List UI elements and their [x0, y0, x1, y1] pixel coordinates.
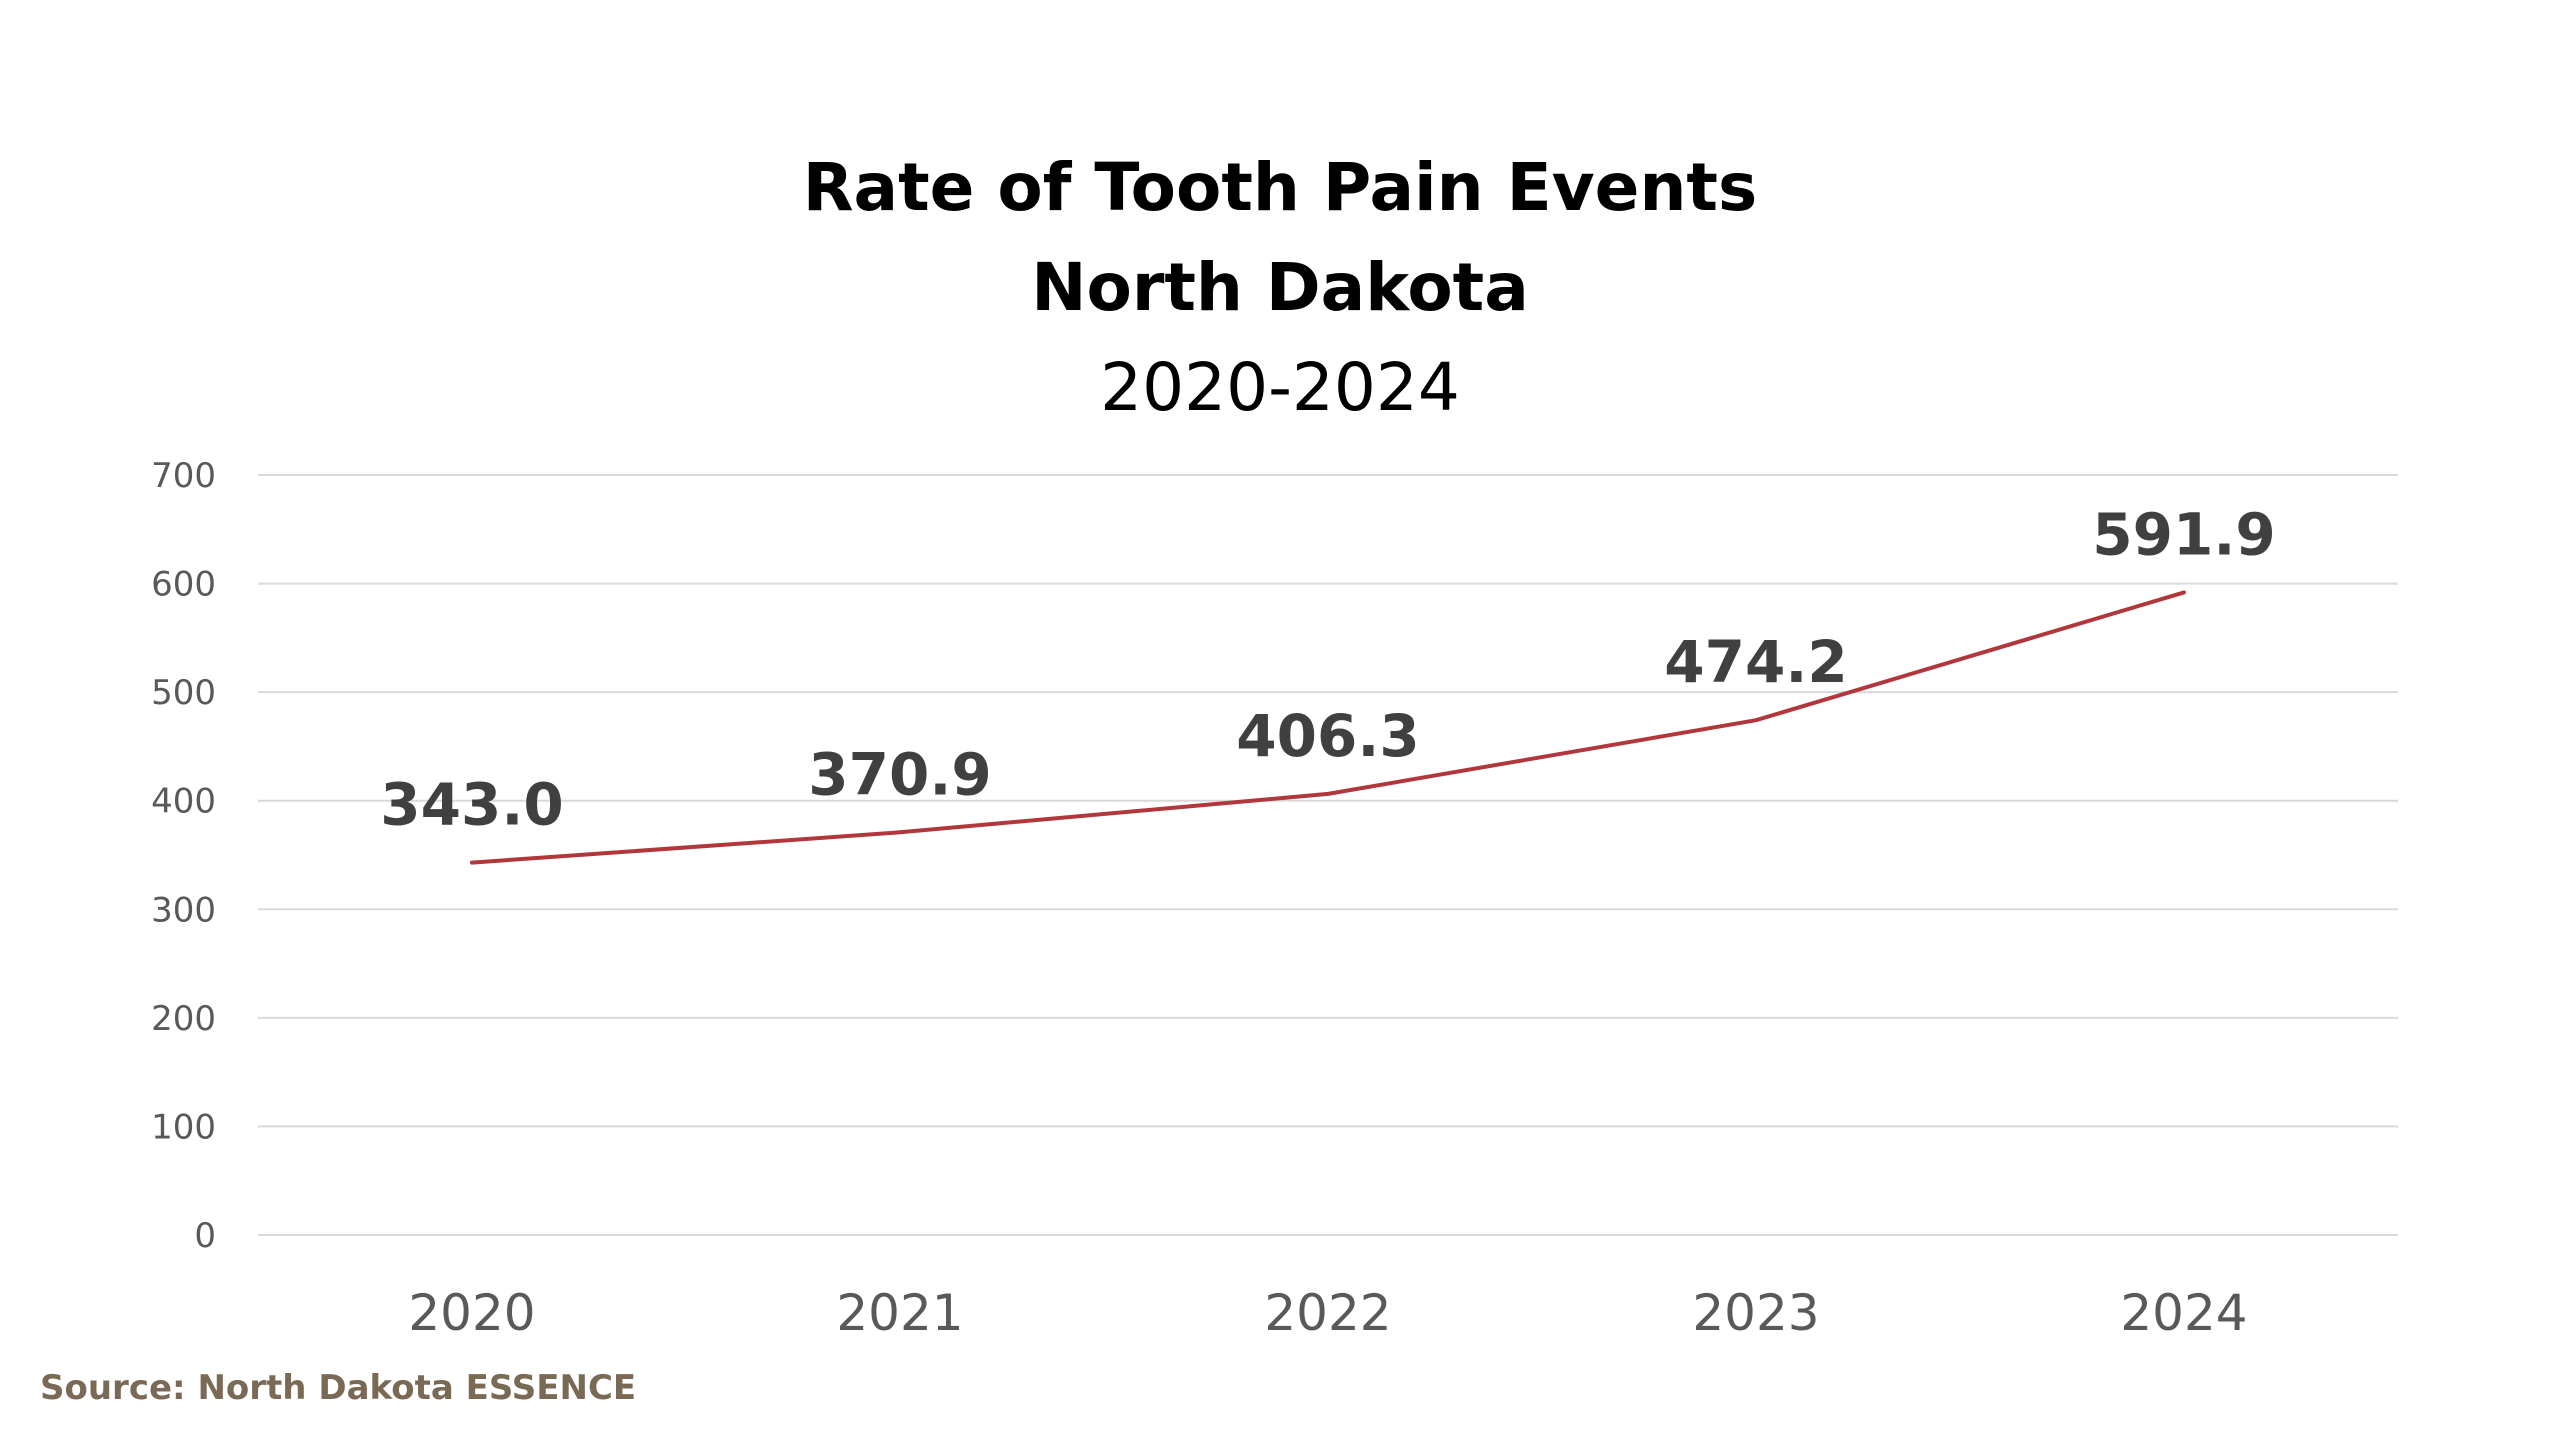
data-label: 406.3: [1236, 702, 1419, 770]
chart-title-line-1: Rate of Tooth Pain Events: [803, 149, 1758, 226]
x-tick-label: 2022: [1264, 1284, 1391, 1342]
series-lines: [470, 590, 2186, 865]
y-tick-label: 600: [151, 565, 216, 605]
source-note: Source: North Dakota ESSENCE: [40, 1368, 637, 1408]
gridlines: [258, 474, 2398, 1236]
x-tick-label: 2020: [408, 1284, 535, 1342]
y-tick-label: 200: [151, 999, 216, 1039]
y-tick-label: 100: [151, 1107, 216, 1147]
y-axis-ticks: 0 100 200 300 400 500 600 700: [151, 456, 216, 1256]
data-label: 370.9: [808, 740, 991, 808]
chart-title-line-2: North Dakota: [1031, 249, 1529, 326]
y-tick-label: 500: [151, 673, 216, 713]
y-tick-label: 0: [194, 1216, 216, 1256]
y-tick-label: 700: [151, 456, 216, 496]
x-tick-label: 2023: [1692, 1284, 1819, 1342]
data-labels: 343.0 370.9 406.3 474.2 591.9: [380, 500, 2275, 838]
chart-subtitle: 2020-2024: [1100, 349, 1460, 426]
y-tick-label: 400: [151, 782, 216, 822]
series-line-0: [470, 590, 2186, 865]
data-label: 591.9: [2092, 500, 2275, 568]
x-axis-ticks: 2020 2021 2022 2023 2024: [408, 1284, 2247, 1342]
data-label: 474.2: [1664, 628, 1847, 696]
data-label: 343.0: [380, 771, 563, 839]
x-tick-label: 2021: [836, 1284, 963, 1342]
y-tick-label: 300: [151, 890, 216, 930]
x-tick-label: 2024: [2120, 1284, 2247, 1342]
